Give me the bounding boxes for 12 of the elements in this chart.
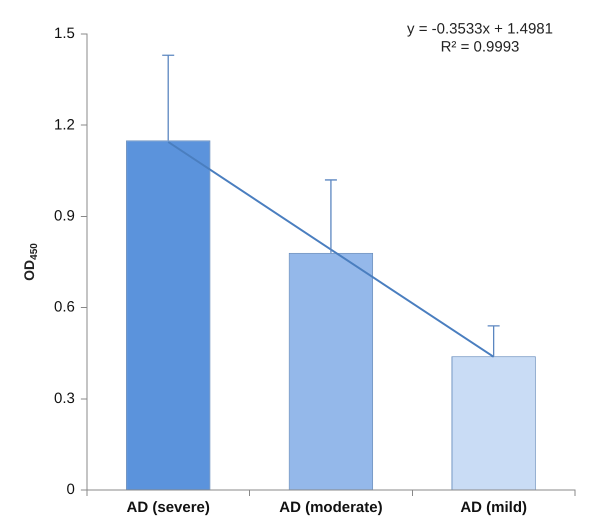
y-tick-label: 0.6 <box>54 298 75 316</box>
annotation: R² = 0.9993 <box>440 38 520 56</box>
x-tick-label: AD (severe) <box>126 499 210 516</box>
y-tick-label: 0.3 <box>54 390 75 407</box>
y-tick-label: 1.5 <box>54 25 75 42</box>
y-tick-label: 0 <box>66 481 75 498</box>
y-tick-label: 0.9 <box>54 208 75 225</box>
annotation: y = -0.3533x + 1.4981 <box>407 20 553 38</box>
x-tick-label: AD (mild) <box>460 499 527 516</box>
x-tick-label: AD (moderate) <box>279 499 383 516</box>
y-axis-title: OD450 <box>20 242 40 281</box>
y-tick-label: 1.2 <box>54 116 75 134</box>
